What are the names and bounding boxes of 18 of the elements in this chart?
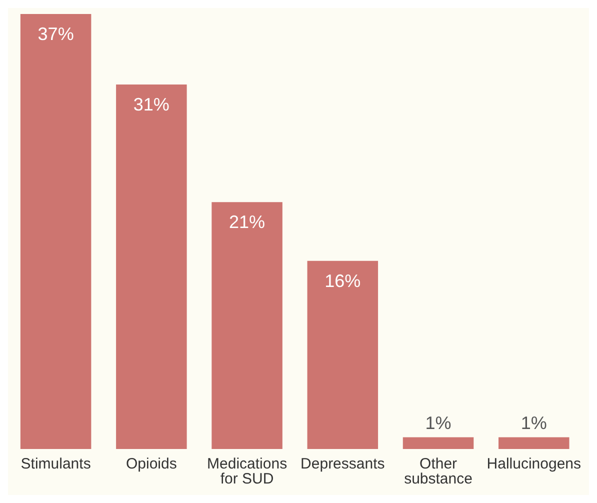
data-label: 37% <box>38 24 74 44</box>
data-label: 1% <box>425 413 452 434</box>
x-tick-label: Depressants <box>300 456 385 473</box>
data-label: 1% <box>520 413 547 434</box>
data-label: 31% <box>133 94 170 115</box>
x-tick-label: Medications for SUD <box>207 456 288 488</box>
data-label: 21% <box>229 212 266 232</box>
x-tick-label: Opioids <box>126 456 177 473</box>
bar <box>402 437 474 449</box>
bar <box>212 202 282 449</box>
bar <box>20 14 92 449</box>
x-tick-label: Hallucinogens <box>486 456 582 473</box>
x-tick-label: Other substance <box>404 456 472 488</box>
x-tick-label: Stimulants <box>20 456 91 473</box>
bar <box>498 437 570 449</box>
bar <box>307 260 378 449</box>
bar <box>116 84 187 449</box>
data-label: 16% <box>324 270 361 291</box>
